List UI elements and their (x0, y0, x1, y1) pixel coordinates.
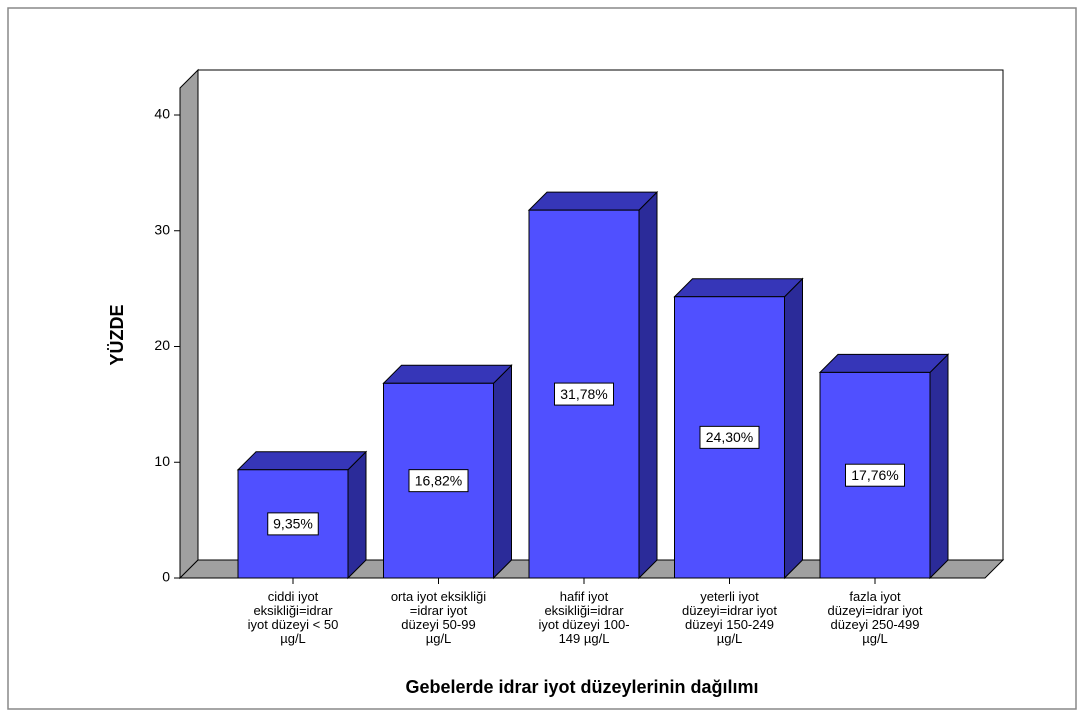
value-label: 31,78% (560, 386, 607, 402)
x-tick-label: ciddi iyot eksikliği=idrar iyot düzeyi < 5… (248, 589, 339, 646)
bar-side (784, 277, 803, 580)
side-wall (179, 68, 199, 580)
x-tick-label: yeterli iyot düzeyi=idrar iyot düzeyi 150-… (682, 589, 777, 646)
value-label: 17,76% (851, 467, 898, 483)
y-tick-label: 30 (154, 221, 170, 237)
value-label: 9,35% (273, 516, 313, 532)
value-label-box (699, 425, 760, 449)
y-tick-label: 10 (154, 453, 170, 469)
x-axis-label: Gebelerde idrar iyot düzeylerinin dağılı… (405, 677, 758, 697)
y-tick-label: 20 (154, 337, 170, 353)
bar-top (236, 451, 368, 471)
y-axis-label: YÜZDE (107, 304, 127, 365)
x-tick-label: hafif iyot eksikliği=idrar iyot düzeyi 100… (538, 589, 629, 646)
bar-side (493, 364, 512, 580)
value-label: 16,82% (415, 472, 462, 488)
bar-side (638, 190, 658, 580)
value-label-box (554, 382, 614, 406)
x-tick-label: fazla iyot düzeyi=idrar iyot düzeyi 250-49… (827, 589, 922, 646)
bar-side (929, 353, 949, 580)
bar-top (673, 278, 804, 298)
bar-top (527, 191, 659, 211)
value-label: 24,30% (706, 429, 753, 445)
value-label-box (408, 469, 469, 493)
y-tick-label: 0 (162, 569, 170, 585)
value-label-box (845, 463, 905, 487)
y-tick-label: 40 (154, 106, 170, 122)
bar-side (347, 450, 367, 580)
x-tick-label: orta iyot eksikliği =idrar iyot düzeyi 50-… (391, 589, 486, 646)
value-label-box (267, 512, 319, 536)
bar-top (818, 353, 950, 373)
bar-top (382, 364, 513, 384)
